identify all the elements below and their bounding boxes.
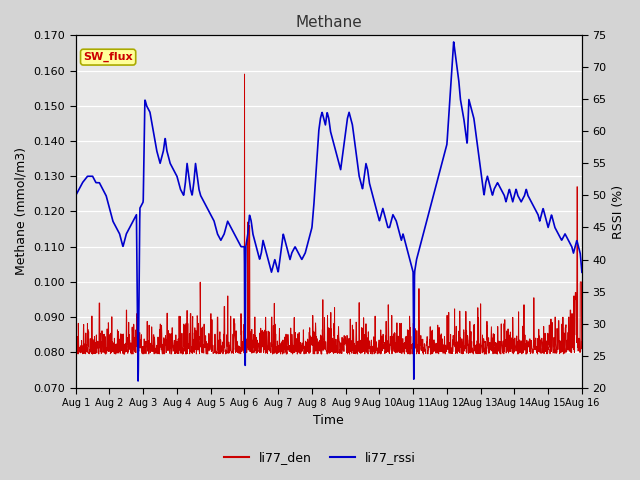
- Y-axis label: RSSI (%): RSSI (%): [612, 184, 625, 239]
- Y-axis label: Methane (mmol/m3): Methane (mmol/m3): [15, 147, 28, 276]
- Text: SW_flux: SW_flux: [83, 52, 133, 62]
- Title: Methane: Methane: [296, 15, 362, 30]
- Legend: li77_den, li77_rssi: li77_den, li77_rssi: [219, 446, 421, 469]
- X-axis label: Time: Time: [314, 414, 344, 427]
